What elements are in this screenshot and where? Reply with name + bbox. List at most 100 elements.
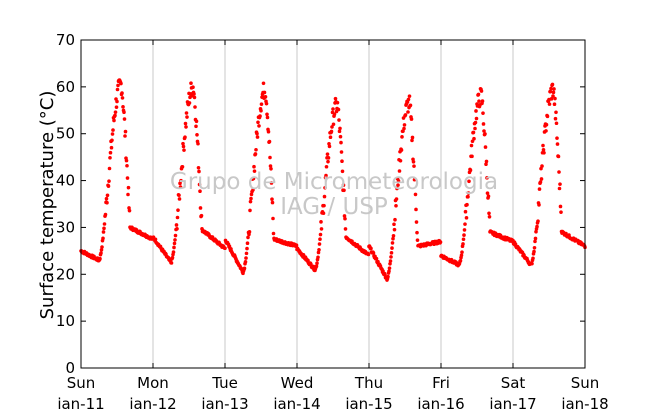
data-point bbox=[252, 164, 256, 169]
data-points bbox=[79, 78, 587, 282]
y-axis: 0 10 20 30 40 50 60 70 bbox=[56, 31, 585, 377]
data-point bbox=[535, 224, 539, 229]
data-point bbox=[391, 233, 396, 238]
data-point bbox=[99, 251, 103, 255]
x-tick-label-weekday: Wed bbox=[281, 374, 314, 392]
data-point bbox=[415, 230, 419, 235]
data-point bbox=[394, 203, 398, 208]
data-point bbox=[466, 194, 470, 199]
data-point bbox=[409, 117, 414, 121]
data-point bbox=[539, 177, 544, 181]
data-point bbox=[459, 253, 464, 258]
data-point bbox=[322, 203, 326, 208]
data-point bbox=[194, 124, 198, 129]
data-point bbox=[366, 252, 371, 257]
data-point bbox=[185, 115, 189, 119]
data-point bbox=[104, 196, 109, 201]
data-point bbox=[471, 130, 476, 135]
data-point bbox=[342, 188, 346, 193]
data-point bbox=[193, 105, 197, 109]
data-point bbox=[414, 220, 419, 224]
data-point bbox=[481, 122, 486, 126]
data-point bbox=[340, 169, 345, 174]
data-point bbox=[99, 248, 104, 252]
data-point bbox=[324, 164, 329, 169]
data-point bbox=[410, 135, 415, 140]
data-point bbox=[184, 125, 188, 129]
data-point bbox=[112, 118, 116, 123]
data-point bbox=[390, 246, 394, 250]
data-point bbox=[178, 181, 182, 186]
data-point bbox=[194, 119, 199, 124]
data-point bbox=[323, 185, 327, 190]
data-point bbox=[181, 144, 186, 149]
data-point bbox=[392, 227, 397, 232]
x-tick-label-date: jan-13 bbox=[200, 395, 248, 409]
data-point bbox=[481, 111, 485, 115]
data-point bbox=[100, 245, 104, 249]
data-point bbox=[388, 259, 393, 263]
data-point bbox=[251, 188, 255, 192]
plot-area bbox=[81, 40, 585, 368]
data-point bbox=[171, 250, 176, 254]
data-point bbox=[463, 222, 467, 226]
data-point bbox=[317, 248, 321, 252]
data-point bbox=[318, 232, 323, 237]
data-point bbox=[251, 176, 256, 181]
y-tick-label: 0 bbox=[65, 359, 75, 377]
data-point bbox=[122, 110, 126, 115]
y-tick-label: 60 bbox=[56, 78, 75, 96]
data-point bbox=[542, 151, 546, 155]
data-point bbox=[338, 126, 342, 131]
data-point bbox=[249, 196, 253, 201]
data-point bbox=[319, 220, 323, 224]
data-point bbox=[181, 141, 185, 146]
data-point bbox=[388, 262, 392, 266]
data-point bbox=[331, 122, 336, 127]
data-point bbox=[245, 241, 250, 245]
data-point bbox=[110, 138, 114, 143]
data-point bbox=[103, 212, 108, 217]
data-point bbox=[266, 129, 271, 134]
data-point bbox=[438, 240, 443, 244]
data-point bbox=[550, 82, 555, 87]
data-point bbox=[327, 144, 332, 149]
data-point bbox=[412, 164, 416, 168]
x-tick-label-date: jan-14 bbox=[272, 395, 320, 409]
data-point bbox=[173, 233, 178, 238]
data-point bbox=[545, 114, 550, 119]
data-point bbox=[474, 116, 479, 121]
data-point bbox=[470, 154, 474, 159]
data-point bbox=[269, 167, 273, 171]
data-point bbox=[393, 217, 397, 222]
data-point bbox=[187, 101, 192, 105]
data-point bbox=[122, 117, 127, 121]
data-point bbox=[196, 141, 200, 146]
data-point bbox=[483, 145, 488, 149]
data-point bbox=[556, 154, 561, 159]
grid-lines bbox=[152, 40, 514, 368]
data-point bbox=[533, 239, 537, 244]
data-point bbox=[537, 203, 541, 207]
data-point bbox=[396, 183, 400, 187]
data-point bbox=[484, 159, 489, 164]
data-point bbox=[532, 249, 536, 254]
data-point bbox=[387, 266, 392, 270]
y-tick-label: 10 bbox=[56, 312, 75, 330]
data-point bbox=[482, 129, 486, 133]
data-point bbox=[252, 169, 257, 173]
data-point bbox=[483, 132, 487, 136]
data-point bbox=[306, 258, 310, 263]
data-point bbox=[127, 206, 131, 210]
data-point bbox=[271, 231, 276, 236]
data-point bbox=[120, 91, 124, 95]
data-point bbox=[554, 121, 559, 126]
data-point bbox=[411, 159, 416, 164]
data-point bbox=[189, 81, 193, 85]
y-tick-label: 40 bbox=[56, 172, 75, 190]
data-point bbox=[248, 199, 253, 204]
data-point bbox=[392, 222, 396, 227]
data-point bbox=[183, 121, 188, 126]
data-point bbox=[551, 90, 556, 95]
data-point bbox=[253, 152, 258, 156]
